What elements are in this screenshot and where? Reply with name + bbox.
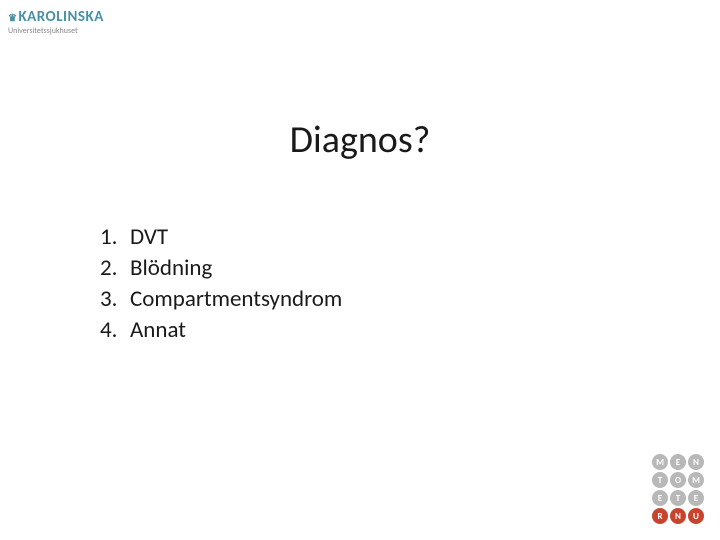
list-number: 3. [100,284,124,315]
badge-cell: N [688,454,704,470]
list-number: 2. [100,253,124,284]
list-item: 4. Annat [100,315,342,346]
slide-title: Diagnos? [0,117,720,163]
badge-cell: R [652,508,668,524]
slide: ♛ KAROLINSKA Universitetssjukhuset Diagn… [0,0,720,540]
list-text: Compartmentsyndrom [130,284,342,315]
badge-cell: M [652,454,668,470]
logo-subtitle: Universitetssjukhuset [8,26,104,36]
badge-cell: T [670,490,686,506]
logo-main: ♛ KAROLINSKA [8,8,104,26]
numbered-list: 1. DVT 2. Blödning 3. Compartmentsyndrom… [100,222,342,346]
badge-cell: T [652,472,668,488]
badge-cell: O [670,472,686,488]
list-number: 4. [100,315,124,346]
list-number: 1. [100,222,124,253]
logo-text: KAROLINSKA [18,8,103,26]
badge-cell: N [670,508,686,524]
list-item: 2. Blödning [100,253,342,284]
list-text: Blödning [130,253,212,284]
crown-icon: ♛ [8,11,17,24]
list-item: 1. DVT [100,222,342,253]
logo: ♛ KAROLINSKA Universitetssjukhuset [8,8,104,36]
badge-cell: E [652,490,668,506]
badge-cell: E [670,454,686,470]
list-text: DVT [130,222,168,253]
mentometer-badge: M E N T O M E T E R N U [652,454,704,524]
list-item: 3. Compartmentsyndrom [100,284,342,315]
badge-cell: U [688,508,704,524]
badge-cell: M [688,472,704,488]
badge-cell: E [688,490,704,506]
list-text: Annat [130,315,186,346]
